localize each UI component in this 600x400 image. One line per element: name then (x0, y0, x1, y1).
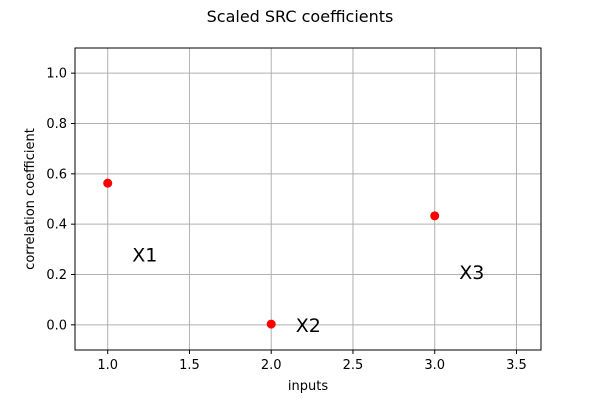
y-tick-label: 0.2 (46, 268, 67, 283)
point-annotation: X1 (132, 244, 157, 266)
y-axis-label: correlation coefficient (23, 128, 38, 270)
y-tick-label: 0.4 (46, 218, 67, 233)
x-tick-label: 3.5 (506, 358, 527, 373)
point-annotation: X2 (296, 315, 321, 337)
y-tick-label: 1.0 (46, 67, 67, 82)
y-tick-label: 0.8 (46, 117, 67, 132)
data-points (103, 178, 440, 329)
x-tick-label: 1.0 (97, 358, 118, 373)
data-point (430, 211, 440, 221)
x-tick-label: 2.5 (343, 358, 364, 373)
x-tick-label: 1.5 (179, 358, 200, 373)
chart-title: Scaled SRC coefficients (207, 7, 394, 26)
axis-ticks: 1.0 1.5 2.0 2.5 3.0 3.5 0.0 0.2 0.4 0.6 0.8 1.0 (46, 67, 527, 373)
y-tick-label: 0.6 (46, 167, 67, 182)
y-tick-label: 0.0 (46, 318, 67, 333)
x-tick-label: 3.0 (424, 358, 445, 373)
data-point (103, 178, 113, 188)
x-tick-label: 2.0 (261, 358, 282, 373)
x-axis-label: inputs (288, 379, 328, 394)
data-point (266, 319, 276, 329)
grid (75, 48, 541, 350)
plot-frame (74, 47, 542, 351)
annotations: X1 X2 X3 (132, 244, 484, 336)
point-annotation: X3 (459, 262, 484, 284)
